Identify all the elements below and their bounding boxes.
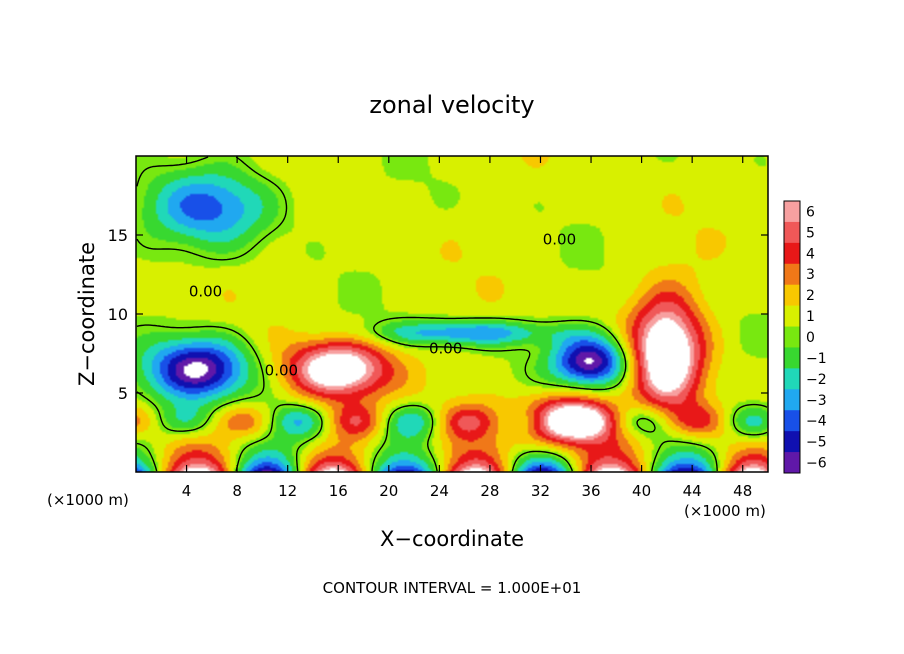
- y-tick-label: 10: [108, 305, 128, 324]
- colorbar-label: 6: [806, 204, 815, 220]
- colorbar-swatch: [784, 201, 800, 223]
- x-tick-label: 48: [733, 482, 752, 500]
- colorbar-swatch: [784, 221, 800, 244]
- colorbar-frame: [783, 200, 801, 474]
- colorbar-label: −2: [806, 372, 827, 388]
- x-unit-left: (×1000 m): [47, 491, 129, 509]
- y-axis-label: Z−coordinate: [75, 242, 99, 386]
- x-tick-label: 40: [632, 482, 651, 500]
- x-tick-label: 28: [480, 482, 499, 500]
- y-tick-label: 15: [108, 226, 128, 245]
- colorbar-swatch: [784, 368, 800, 390]
- colorbar-label: 4: [806, 246, 815, 262]
- x-tick-label: 8: [232, 482, 242, 500]
- x-axis: 4 8 12 16 20 24 28 32 36 40 44 48: [182, 156, 752, 500]
- colorbar-swatch: [784, 389, 800, 411]
- colorbar-label: −6: [806, 456, 827, 472]
- colorbar-swatch: [784, 242, 800, 265]
- colorbar-swatch: [784, 305, 800, 328]
- colorbar-swatch: [784, 452, 800, 474]
- colorbar-label: −3: [806, 393, 827, 409]
- y-tick-label: 5: [118, 384, 128, 403]
- x-tick-label: 12: [278, 482, 297, 500]
- colorbar-label: 2: [806, 288, 815, 304]
- colorbar-label: −4: [806, 414, 827, 430]
- colorbar-swatch: [784, 326, 800, 348]
- chart-title: zonal velocity: [369, 91, 534, 119]
- x-tick-label: 32: [531, 482, 550, 500]
- colorbar-swatch: [784, 284, 800, 307]
- colorbar-label: −5: [806, 435, 827, 451]
- contour-label: 0.00: [189, 283, 222, 301]
- contour-label: 0.00: [265, 362, 298, 380]
- x-tick-label: 20: [379, 482, 398, 500]
- zero-contour-path: [136, 156, 768, 472]
- x-unit-right: (×1000 m): [684, 502, 766, 520]
- contour-interval-note: CONTOUR INTERVAL = 1.000E+01: [323, 579, 582, 597]
- colorbar-label: 5: [806, 225, 815, 241]
- colorbar: 6 5 4 3 2 1 0 −1 −2 −3 −4 −5 −6: [783, 200, 827, 474]
- colorbar-label: 3: [806, 267, 815, 283]
- colorbar-swatch: [784, 431, 800, 453]
- x-axis-label: X−coordinate: [380, 527, 524, 551]
- colorbar-label: 1: [806, 309, 815, 325]
- colorbar-swatch: [784, 347, 800, 369]
- colorbar-swatch: [784, 263, 800, 286]
- contour-label: 0.00: [429, 340, 462, 358]
- x-tick-label: 24: [430, 482, 449, 500]
- plot-area: 0.00 0.00 0.00 0.00: [135, 155, 769, 473]
- velocity-heatmap: [136, 156, 768, 472]
- contour-label: 0.00: [543, 230, 576, 248]
- contour-labels: 0.00 0.00 0.00 0.00: [189, 230, 576, 379]
- y-axis: 5 10 15: [108, 226, 768, 403]
- zero-contour-lines: [136, 156, 768, 472]
- colorbar-swatch: [784, 410, 800, 432]
- x-tick-label: 16: [329, 482, 348, 500]
- colorbar-label: −1: [806, 351, 827, 367]
- x-tick-label: 44: [683, 482, 702, 500]
- x-tick-label: 36: [581, 482, 600, 500]
- colorbar-label: 0: [806, 330, 815, 346]
- x-tick-label: 4: [182, 482, 192, 500]
